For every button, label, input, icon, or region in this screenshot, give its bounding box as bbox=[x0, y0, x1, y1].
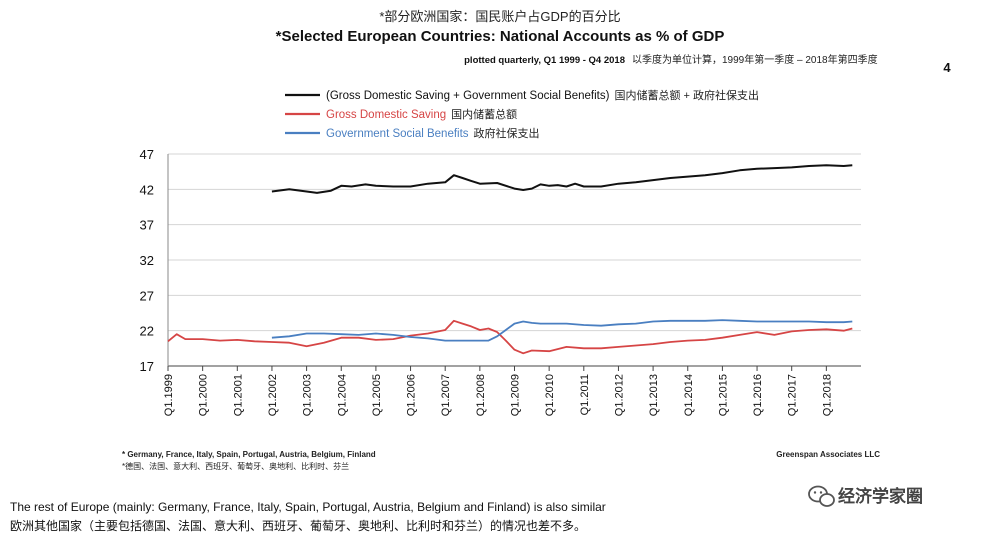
x-tick-label: Q1.2016 bbox=[752, 374, 764, 416]
x-tick-label: Q1.2012 bbox=[613, 374, 625, 416]
x-tick-label: Q1.2017 bbox=[787, 374, 799, 416]
x-tick-label: Q1.2003 bbox=[302, 374, 314, 416]
footnote-zh: *德国、法国、意大利、西班牙、葡萄牙、奥地利、比利时、芬兰 bbox=[122, 461, 349, 471]
grid bbox=[168, 153, 861, 367]
chart-title-zh: *部分欧洲国家：国民账户占GDP的百分比 bbox=[379, 9, 620, 24]
x-tick-label: Q1.2013 bbox=[648, 374, 660, 416]
series-line-2 bbox=[271, 319, 853, 342]
legend-label-2: Government Social Benefits bbox=[326, 128, 469, 140]
source-label: Greenspan Associates LLC bbox=[776, 450, 880, 459]
y-tick-label: 37 bbox=[140, 218, 154, 233]
y-tick-label: 27 bbox=[140, 288, 154, 303]
page-number: 4 bbox=[943, 60, 951, 75]
series-line-1 bbox=[167, 319, 853, 355]
y-tick-label: 17 bbox=[140, 359, 154, 374]
y-tick-label: 32 bbox=[140, 253, 154, 268]
footnote: * Germany, France, Italy, Spain, Portuga… bbox=[122, 450, 376, 459]
x-tick-label: Q1.2006 bbox=[406, 374, 418, 416]
series-line-0 bbox=[271, 164, 853, 194]
legend: (Gross Domestic Saving + Government Soci… bbox=[285, 88, 759, 140]
x-tick-label: Q1.2002 bbox=[267, 374, 279, 416]
x-axis-ticks: Q1.1999 Q1.2000 Q1.2001 Q1.2002 Q1.2003 Q1.20… bbox=[163, 366, 833, 416]
x-tick-label: Q1.2009 bbox=[510, 374, 522, 416]
series-layer bbox=[167, 164, 853, 355]
chart-subtitle: plotted quarterly, Q1 1999 - Q4 2018 bbox=[464, 55, 625, 66]
y-tick-label: 47 bbox=[140, 147, 154, 162]
x-tick-label: Q1.1999 bbox=[163, 374, 175, 416]
x-tick-label: Q1.2004 bbox=[336, 374, 348, 416]
chart-title: *Selected European Countries: National A… bbox=[276, 28, 725, 45]
legend-label-zh-0: 国内储蓄总额 + 政府社保支出 bbox=[614, 88, 759, 102]
x-tick-label: Q1.2005 bbox=[371, 374, 383, 416]
x-tick-label: Q1.2007 bbox=[440, 374, 452, 416]
x-tick-label: Q1.2008 bbox=[475, 374, 487, 416]
x-tick-label: Q1.2001 bbox=[232, 374, 244, 416]
chart-subtitle-zh: 以季度为单位计算，1999年第一季度 – 2018年第四季度 bbox=[632, 53, 878, 66]
y-tick-label: 42 bbox=[140, 182, 154, 197]
watermark: 经济学家圈 bbox=[808, 485, 923, 507]
legend-label-zh-1: 国内储蓄总额 bbox=[451, 107, 517, 121]
x-tick-label: Q1.2011 bbox=[579, 374, 591, 415]
x-tick-label: Q1.2014 bbox=[683, 374, 695, 416]
legend-label-0: (Gross Domestic Saving + Government Soci… bbox=[326, 90, 610, 102]
wechat-icon bbox=[808, 485, 835, 507]
x-tick-label: Q1.2010 bbox=[544, 374, 556, 416]
y-tick-label: 22 bbox=[140, 324, 154, 339]
y-axis-ticks: 17 22 27 32 37 42 47 bbox=[140, 147, 154, 374]
caption-en: The rest of Europe (mainly: Germany, Fra… bbox=[10, 500, 606, 514]
caption-zh: 欧洲其他国家（主要包括德国、法国、意大利、西班牙、葡萄牙、奥地利、比利时和芬兰）… bbox=[10, 518, 586, 533]
x-tick-label: Q1.2000 bbox=[198, 374, 210, 416]
legend-label-1: Gross Domestic Saving bbox=[326, 109, 446, 121]
x-tick-label: Q1.2015 bbox=[717, 374, 729, 416]
watermark-text: 经济学家圈 bbox=[838, 486, 923, 506]
x-tick-label: Q1.2018 bbox=[821, 374, 833, 416]
legend-label-zh-2: 政府社保支出 bbox=[474, 126, 540, 140]
